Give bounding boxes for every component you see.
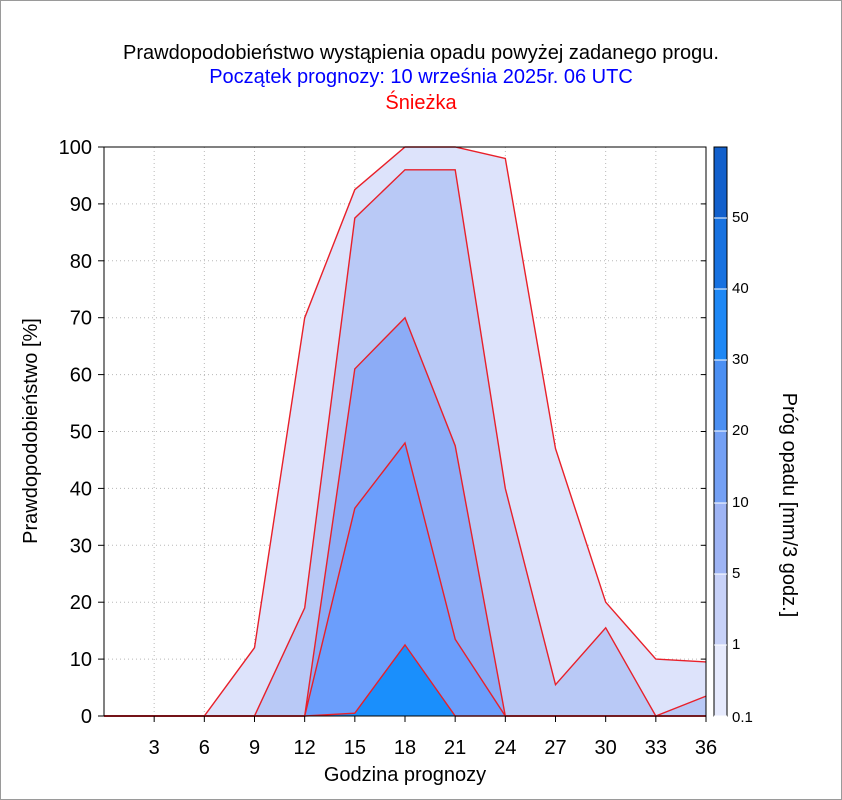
x-tick-label: 9 [249, 737, 260, 759]
x-axis-ticks: 3 6 9 12 15 18 21 24 27 30 33 36 [149, 716, 717, 759]
colorbar: 0.1 1 5 10 20 30 40 50 [713, 146, 753, 726]
y-tick-label: 60 [70, 365, 92, 387]
colorbar-segment [714, 574, 727, 645]
colorbar-tick-label: 50 [732, 209, 749, 226]
colorbar-segment [714, 360, 727, 431]
y-tick-label: 90 [70, 194, 92, 216]
y-tick-label: 70 [70, 308, 92, 330]
chart-location: Śnieżka [385, 92, 457, 114]
y-tick-label: 40 [70, 478, 92, 500]
colorbar-segment [714, 503, 727, 574]
chart-title: Prawdopodobieństwo wystąpienia opadu pow… [123, 42, 719, 64]
x-tick-label: 6 [199, 737, 210, 759]
colorbar-tick-label: 1 [732, 636, 740, 653]
x-tick-label: 24 [494, 737, 516, 759]
x-tick-label: 36 [695, 737, 717, 759]
colorbar-tick-label: 5 [732, 565, 740, 582]
y-tick-label: 80 [70, 251, 92, 273]
x-tick-label: 21 [444, 737, 466, 759]
colorbar-tick-label: 0.1 [732, 709, 753, 726]
colorbar-segment [714, 431, 727, 503]
x-tick-label: 15 [344, 737, 366, 759]
x-tick-label: 30 [595, 737, 617, 759]
colorbar-tick-label: 20 [732, 422, 749, 439]
colorbar-label: Próg opadu [mm/3 godz.] [778, 393, 800, 618]
colorbar-tick-label: 30 [732, 351, 749, 368]
colorbar-segment [714, 289, 727, 360]
colorbar-segment [714, 147, 727, 218]
y-tick-label: 10 [70, 649, 92, 671]
y-axis-label: Prawdopodobieństwo [%] [20, 318, 42, 544]
chart-subtitle: Początek prognozy: 10 września 2025r. 06… [209, 66, 633, 88]
probability-areas [104, 146, 707, 717]
x-tick-label: 3 [149, 737, 160, 759]
y-tick-label: 0 [81, 706, 92, 728]
area-threshold-20 [104, 644, 706, 716]
area-threshold-10 [104, 442, 706, 716]
x-tick-label: 33 [645, 737, 667, 759]
colorbar-segment [714, 645, 727, 716]
x-axis-label: Godzina prognozy [324, 764, 486, 786]
colorbar-segment [714, 218, 727, 289]
x-tick-label: 18 [394, 737, 416, 759]
y-tick-label: 30 [70, 535, 92, 557]
y-tick-label: 20 [70, 592, 92, 614]
x-tick-label: 27 [544, 737, 566, 759]
y-tick-label: 50 [70, 422, 92, 444]
x-tick-label: 12 [294, 737, 316, 759]
colorbar-tick-label: 10 [732, 494, 749, 511]
y-axis-ticks: 0 10 20 30 40 50 60 70 80 90 100 [59, 137, 706, 728]
colorbar-tick-label: 40 [732, 280, 749, 297]
y-tick-label: 100 [59, 137, 92, 159]
